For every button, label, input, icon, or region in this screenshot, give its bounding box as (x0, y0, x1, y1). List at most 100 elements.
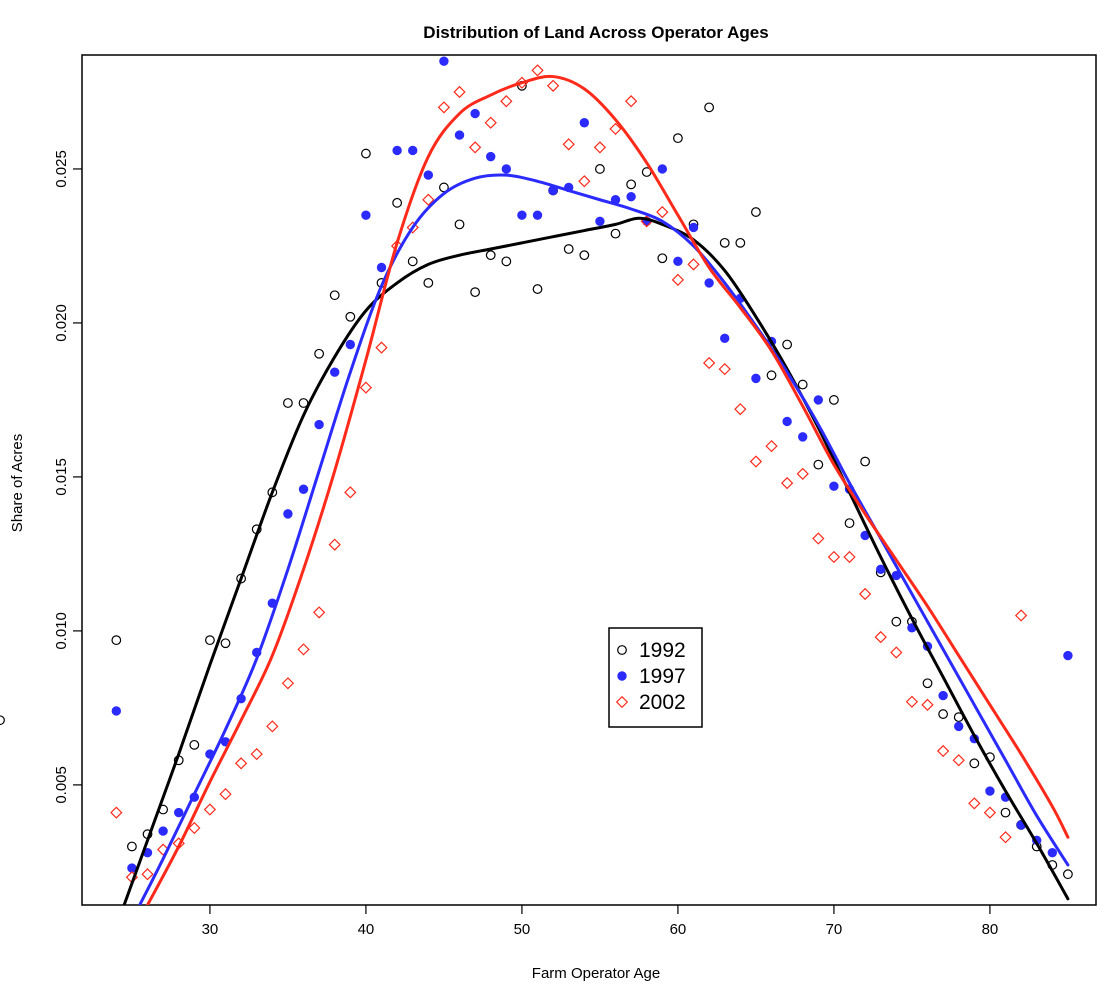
data-point-1997 (938, 690, 948, 701)
data-point-1997 (501, 164, 512, 174)
data-point-1997 (829, 481, 839, 491)
data-point-2002 (266, 720, 279, 733)
data-point-1997 (174, 807, 184, 818)
data-point-2002 (905, 695, 919, 708)
data-point-1997 (579, 118, 590, 128)
data-point-1997 (392, 145, 402, 156)
y-tick-label: 0.025 (53, 150, 70, 188)
data-point-2002 (406, 221, 419, 234)
data-point-2002 (344, 486, 357, 499)
data-point-2002 (983, 806, 997, 819)
data-point-1992 (423, 277, 434, 288)
data-point-1997 (298, 484, 309, 494)
data-point-2002 (671, 273, 685, 286)
data-point-1997 (657, 164, 668, 174)
data-point-2002 (110, 806, 123, 819)
data-point-2002 (749, 455, 763, 468)
data-point-2002 (656, 205, 669, 219)
data-point-1997 (1047, 847, 1058, 858)
chart-title: Distribution of Land Across Operator Age… (423, 23, 768, 42)
data-point-1997 (720, 333, 730, 344)
data-point-2002 (796, 467, 809, 480)
data-point-2002 (281, 677, 295, 690)
data-point-1997 (532, 210, 543, 220)
data-point-1997 (454, 130, 465, 140)
data-point-1997 (408, 145, 418, 156)
data-point-2002 (437, 101, 451, 114)
x-tick-label: 60 (670, 921, 687, 938)
data-point-2002 (936, 744, 950, 758)
data-point-1992 (751, 207, 761, 217)
data-point-1997 (626, 191, 636, 202)
data-point-1997 (798, 432, 808, 442)
data-point-1992 (470, 287, 481, 298)
fit-line-1997 (138, 173, 1070, 905)
data-point-2002 (203, 803, 217, 816)
data-point-2002 (141, 868, 154, 881)
data-point-1992 (782, 339, 793, 350)
data-point-1997 (751, 373, 761, 384)
plot-frame (81, 54, 1097, 906)
data-point-1997 (283, 509, 293, 519)
data-point-1992 (532, 284, 543, 294)
data-point-1997 (954, 721, 964, 732)
data-point-2002 (422, 193, 435, 206)
data-point-2002 (562, 138, 575, 151)
data-point-1997 (876, 564, 886, 575)
data-point-2002 (312, 606, 326, 619)
plot-area: 30 40 50 60 70 80 0.005 0.010 0.015 0.020 0.025 (0, 54, 1097, 938)
data-point-2002 (578, 175, 591, 188)
data-point-1992 (501, 256, 512, 267)
legend: 1992 1997 2002 (608, 627, 703, 728)
data-point-1992 (127, 841, 137, 852)
legend-marker-2002 (615, 695, 629, 709)
data-point-1992 (813, 459, 824, 470)
legend-label-1992: 1992 (639, 639, 686, 662)
data-point-1997 (330, 367, 340, 377)
data-point-1997 (782, 416, 792, 427)
data-point-1992 (407, 256, 418, 267)
fit-line-2002 (146, 74, 1070, 905)
data-point-2002 (952, 754, 965, 767)
data-point-1997 (111, 706, 122, 716)
x-tick-label: 30 (202, 921, 219, 938)
x-tick-label: 50 (514, 921, 531, 938)
data-point-1992 (205, 635, 215, 646)
x-tick-label: 40 (358, 921, 375, 938)
data-point-1992 (283, 398, 293, 408)
data-point-1997 (1063, 650, 1073, 661)
x-tick-label: 80 (982, 921, 999, 938)
data-point-2002 (453, 85, 466, 99)
data-point-1992 (0, 715, 5, 726)
data-point-1992 (969, 758, 980, 769)
data-point-2002 (999, 831, 1012, 844)
data-point-2002 (219, 787, 232, 801)
y-tick-label: 0.005 (53, 766, 70, 804)
data-point-1997 (158, 826, 168, 836)
legend-label-1997: 1997 (639, 665, 686, 688)
data-point-1992 (626, 179, 637, 190)
data-point-2002 (734, 403, 747, 416)
data-point-2002 (359, 381, 373, 394)
data-point-2002 (921, 698, 934, 711)
data-point-2002 (1014, 609, 1028, 622)
x-axis-label: Farm Operator Age (532, 965, 660, 982)
data-point-1997 (439, 56, 449, 66)
data-point-2002 (624, 95, 638, 108)
data-point-1992 (766, 370, 777, 381)
data-point-1992 (111, 635, 122, 646)
data-point-1992 (189, 739, 200, 750)
data-point-1992 (579, 250, 590, 261)
data-point-1992 (563, 244, 574, 254)
legend-marker-1997 (617, 671, 627, 681)
x-tick-label: 70 (826, 921, 843, 938)
data-point-1997 (314, 419, 324, 430)
data-point-1997 (470, 108, 480, 119)
y-tick-label: 0.015 (53, 458, 70, 496)
data-point-2002 (827, 550, 841, 564)
data-point-1992 (922, 678, 933, 689)
legend-marker-1992 (617, 645, 627, 655)
data-point-2002 (858, 587, 872, 601)
